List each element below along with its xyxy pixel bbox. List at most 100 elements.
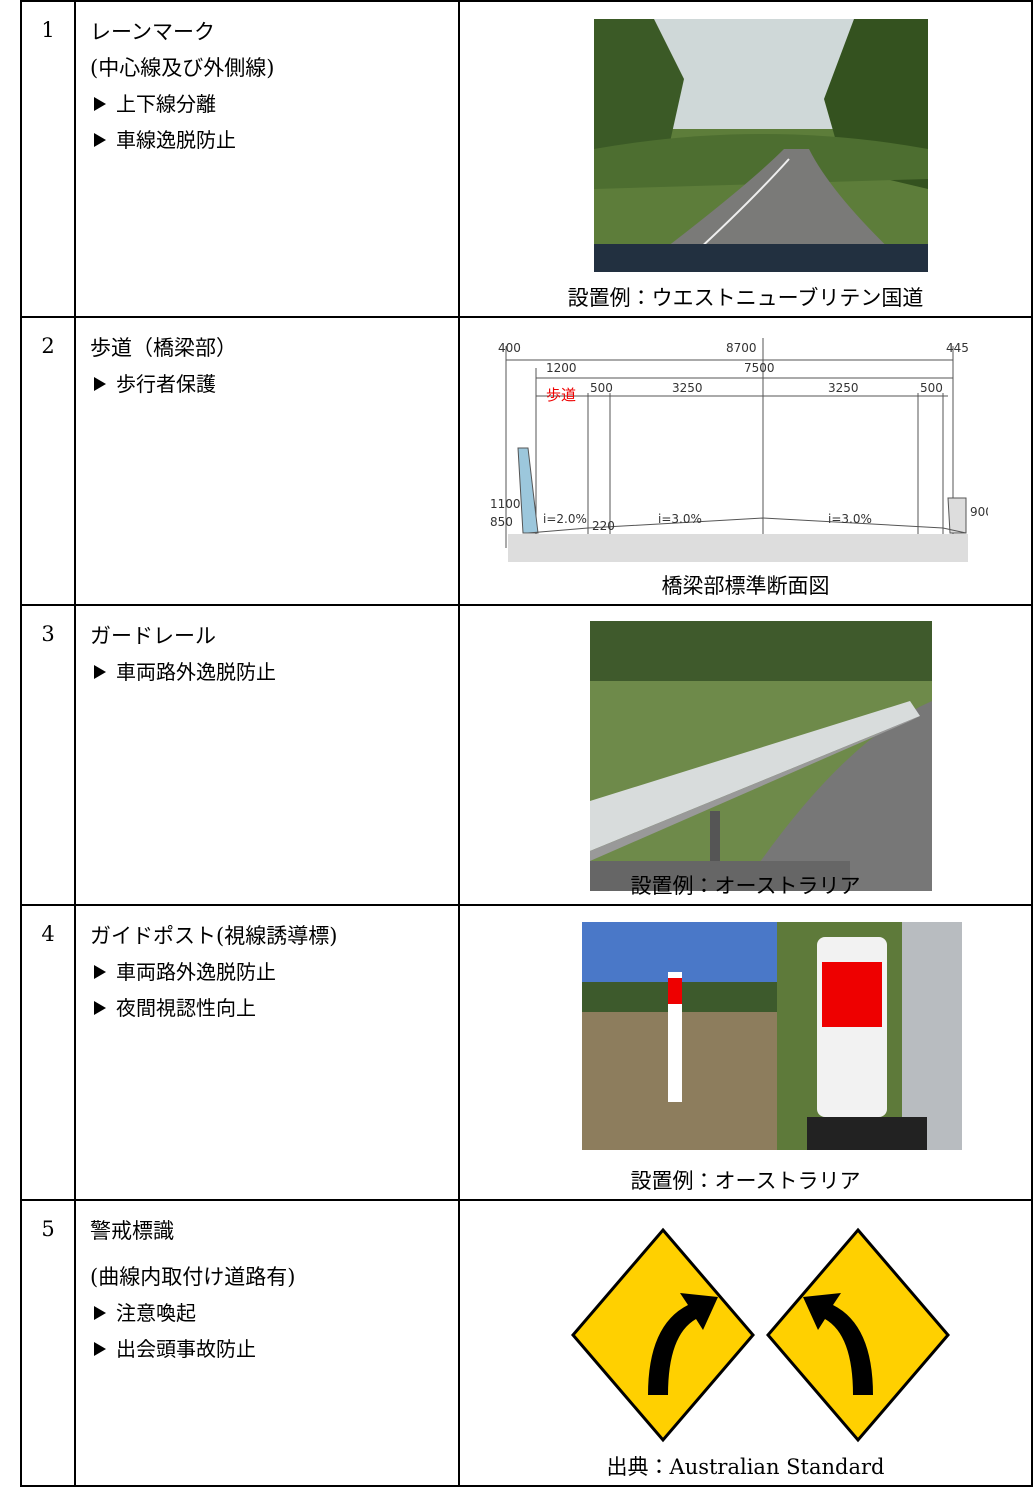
description: 歩道（橋梁部） 歩行者保護	[74, 316, 460, 606]
graphic	[638, 1293, 718, 1395]
caption: 設置例：オーストラリア	[630, 874, 861, 898]
diagram-label: 500	[920, 381, 943, 395]
row: 1 レーンマーク (中心線及び外側線) 上下線分離車線逸脱防止 設置例：ウエストニュー…	[20, 0, 1033, 318]
caption: 橋梁部標準断面図	[661, 574, 830, 598]
graphic	[947, 497, 967, 534]
image-cell: 設置例：オーストラリア	[458, 604, 1033, 906]
diagram-label: 3250	[672, 381, 703, 395]
bullet-marker	[94, 1342, 106, 1356]
bullet-marker	[94, 1306, 106, 1320]
photo	[594, 19, 928, 272]
bullet-text: 歩行者保護	[116, 372, 216, 396]
caption: 設置例：オーストラリア	[630, 1169, 861, 1193]
graphic	[505, 338, 967, 548]
graphic	[508, 534, 968, 562]
description: レーンマーク (中心線及び外側線) 上下線分離車線逸脱防止	[74, 0, 460, 318]
bullet-text: 夜間視認性向上	[116, 996, 256, 1020]
bullet-marker	[94, 377, 106, 391]
image-cell: 400 8700 445 1200 7500 歩道 500 3250 3250 500 1…	[458, 316, 1033, 606]
graphic	[668, 978, 682, 1004]
diagram-label: 900	[970, 505, 988, 519]
bullet-item: 注意喚起	[90, 1295, 458, 1331]
graphic	[807, 1117, 927, 1150]
bullet-marker	[94, 133, 106, 147]
graphic	[527, 517, 967, 534]
photo	[590, 621, 932, 891]
graphic	[590, 716, 920, 861]
graphic	[590, 621, 932, 681]
row: 4 ガイドポスト(視線誘導標) 車両路外逸脱防止夜間視認性向上 設置例：オーストラリ…	[20, 904, 1033, 1201]
graphic	[571, 1227, 950, 1443]
bullet-text: 車線逸脱防止	[116, 128, 236, 152]
diagram-label: 歩道	[546, 386, 576, 404]
graphic	[634, 149, 914, 272]
bullet-text: 上下線分離	[116, 92, 216, 116]
item-title: 警戒標識	[90, 1219, 174, 1243]
bullet-item: 夜間視認性向上	[90, 990, 458, 1026]
diagram: 400 8700 445 1200 7500 歩道 500 3250 3250 500 1…	[490, 338, 988, 562]
diagram-label: i=3.0%	[658, 512, 702, 526]
item-title: レーンマーク	[90, 20, 215, 44]
bullet-item: 上下線分離	[90, 86, 458, 122]
diagram-label: 1200	[546, 361, 577, 375]
bullet-marker	[94, 965, 106, 979]
diagram-label: i=3.0%	[828, 512, 872, 526]
row-number: 4	[20, 904, 76, 1201]
bullet-item: 車両路外逸脱防止	[90, 654, 458, 690]
photo	[582, 922, 962, 1150]
diagram-label: 3250	[828, 381, 859, 395]
bullet-marker	[94, 97, 106, 111]
row: 5 警戒標識 (曲線内取付け道路有) 注意喚起出会頭事故防止 出典：Australia…	[20, 1199, 1033, 1487]
item-title: (中心線及び外側線)	[90, 56, 275, 80]
bullet-text: 車両路外逸脱防止	[116, 660, 276, 684]
bullet-text: 出会頭事故防止	[116, 1337, 256, 1361]
graphic	[803, 1293, 873, 1395]
item-title: (曲線内取付け道路有)	[90, 1265, 296, 1289]
caption: 設置例：ウエストニューブリテン国道	[567, 286, 924, 310]
graphic	[902, 922, 962, 1150]
bullet-item: 車両路外逸脱防止	[90, 954, 458, 990]
bullet-marker	[94, 665, 106, 679]
description: ガイドポスト(視線誘導標) 車両路外逸脱防止夜間視認性向上	[74, 904, 460, 1201]
item-title: ガイドポスト(視線誘導標)	[90, 924, 338, 948]
signs	[571, 1227, 950, 1443]
image-cell: 設置例：オーストラリア	[458, 904, 1033, 1201]
description: 警戒標識 (曲線内取付け道路有) 注意喚起出会頭事故防止	[74, 1199, 460, 1487]
bullet-item: 歩行者保護	[90, 366, 458, 402]
row: 2 歩道（橋梁部） 歩行者保護 400 8700 445 1200 7500 歩道 500…	[20, 316, 1033, 606]
diagram-label: 7500	[744, 361, 775, 375]
diagram-label: 445	[946, 341, 969, 355]
graphic	[822, 962, 882, 1027]
bullet-item: 出会頭事故防止	[90, 1331, 458, 1367]
caption: 出典：Australian Standard	[606, 1455, 885, 1479]
graphic	[590, 701, 920, 851]
row-number: 5	[20, 1199, 76, 1487]
diagram-label: 400	[498, 341, 521, 355]
diagram-label: 500	[590, 381, 613, 395]
row-number: 1	[20, 0, 76, 318]
graphic	[710, 811, 720, 861]
graphic	[740, 701, 932, 891]
graphic	[590, 861, 850, 891]
bullet-item: 車線逸脱防止	[90, 122, 458, 158]
item-title: 歩道（橋梁部）	[90, 336, 237, 360]
row: 3 ガードレール 車両路外逸脱防止 設置例：オーストラリア	[20, 604, 1033, 906]
row-number: 3	[20, 604, 76, 906]
description: ガードレール車両路外逸脱防止	[74, 604, 460, 906]
graphic	[517, 447, 539, 534]
diagram-label: 1100	[490, 497, 521, 511]
graphic	[594, 244, 928, 272]
bullet-text: 注意喚起	[116, 1301, 196, 1325]
diagram-label: 220	[592, 519, 615, 533]
graphic	[668, 972, 682, 1102]
diagram-label: 8700	[726, 341, 757, 355]
row-number: 2	[20, 316, 76, 606]
item-title: ガードレール	[90, 624, 216, 648]
image-cell: 出典：Australian Standard	[458, 1199, 1033, 1487]
diagram-label: 850	[490, 515, 513, 529]
graphic	[594, 134, 928, 189]
diagram-label: i=2.0%	[543, 512, 587, 526]
table: 1 レーンマーク (中心線及び外側線) 上下線分離車線逸脱防止 設置例：ウエストニュー…	[20, 0, 1033, 1487]
image-cell: 設置例：ウエストニューブリテン国道	[458, 0, 1033, 318]
